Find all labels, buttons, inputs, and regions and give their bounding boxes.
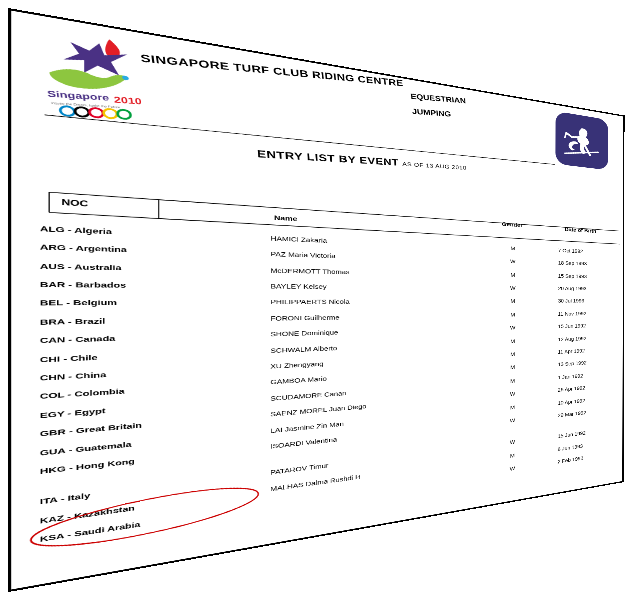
svg-text:Singapore: Singapore (47, 88, 110, 102)
